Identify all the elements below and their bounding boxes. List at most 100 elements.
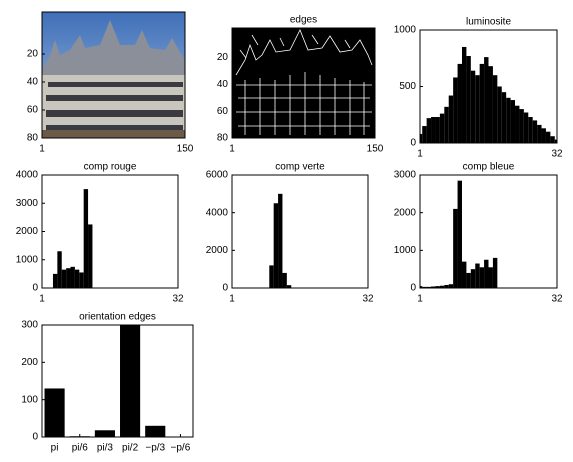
histogram-bar: [84, 189, 88, 288]
y-tick-label: 100: [21, 394, 38, 405]
histogram-bar: [79, 272, 83, 288]
y-tick-label: 20: [217, 52, 229, 63]
histogram-bar: [466, 56, 470, 143]
x-tick-label: 32: [551, 294, 563, 305]
axes-box: [232, 175, 368, 288]
y-tick-label: 1000: [16, 254, 39, 265]
y-tick-label: 500: [399, 81, 416, 92]
bar: [120, 325, 140, 437]
y-tick-label: 60: [217, 106, 229, 117]
y-tick-label: 0: [222, 283, 228, 294]
histogram-bar: [449, 96, 453, 143]
histogram-bar: [542, 128, 546, 143]
histogram-bar: [506, 98, 510, 143]
histogram-bar: [489, 66, 493, 143]
histogram-bar: [515, 106, 519, 143]
x-tick-label: pi: [51, 443, 59, 454]
y-tick-label: 0: [410, 138, 416, 149]
y-tick-label: 2000: [16, 226, 39, 237]
y-tick-label: 4000: [206, 207, 229, 218]
x-tick-label: 1: [39, 144, 45, 155]
histogram-bar: [427, 118, 431, 143]
x-tick-label: 32: [362, 294, 374, 305]
histogram-bar: [519, 109, 523, 143]
histogram-bar: [71, 267, 75, 288]
x-tick-label: −p/6: [171, 443, 191, 454]
histogram-bar: [88, 224, 92, 288]
histogram-bar: [269, 265, 273, 288]
subplot-title: luminosite: [466, 17, 511, 28]
histogram-bar: [533, 120, 537, 143]
histogram-bar: [484, 260, 488, 288]
histogram-bar: [511, 100, 515, 143]
y-tick-label: 4000: [16, 170, 39, 181]
x-tick-label: −p/3: [145, 443, 165, 454]
y-tick-label: 3000: [394, 170, 417, 181]
histogram-bar: [471, 71, 475, 143]
x-tick-label: 1: [417, 294, 423, 305]
histogram-bar: [435, 117, 439, 143]
y-tick-label: 300: [21, 320, 38, 331]
y-tick-label: 0: [32, 432, 38, 443]
x-tick-label: 1: [229, 294, 235, 305]
figure: 115020406080edges115020406080luminosite1…: [0, 0, 573, 462]
histogram-bar: [480, 267, 484, 288]
y-tick-label: 6000: [206, 170, 229, 181]
photo: [42, 12, 185, 138]
histogram-bar: [444, 107, 448, 143]
histogram-bar: [75, 270, 79, 288]
histogram-bar: [493, 75, 497, 143]
histogram-bar: [550, 136, 554, 143]
plot-area: [53, 189, 92, 288]
y-tick-label: 1000: [394, 245, 417, 256]
histogram-bar: [484, 57, 488, 143]
subplot-title: orientation edges: [79, 312, 156, 323]
y-tick-label: 40: [27, 77, 39, 88]
histogram-bar: [282, 273, 286, 288]
histogram-bar: [66, 268, 70, 288]
y-tick-label: 0: [410, 283, 416, 294]
histogram-bar: [458, 181, 462, 288]
histogram-bar: [278, 194, 282, 288]
subplot-title: comp rouge: [84, 162, 137, 173]
histogram-bar: [274, 203, 278, 288]
bar: [45, 388, 65, 437]
y-tick-label: 0: [32, 283, 38, 294]
histogram-bar: [462, 262, 466, 288]
histogram-bar: [546, 132, 550, 143]
histogram-bar: [475, 264, 479, 288]
subplot-title: comp bleue: [463, 162, 515, 173]
page: {"chart_data": [ {"type": "image", "xlim…: [0, 0, 573, 462]
x-tick-label: 1: [417, 149, 423, 160]
histogram-bar: [475, 75, 479, 143]
histogram-bar: [453, 209, 457, 288]
x-tick-label: 150: [177, 144, 194, 155]
subplot-title: comp verte: [275, 162, 325, 173]
x-tick-label: 150: [367, 144, 384, 155]
histogram-bar: [62, 270, 66, 288]
y-tick-label: 200: [21, 357, 38, 368]
x-tick-label: pi/6: [72, 443, 89, 454]
histogram-bar: [493, 258, 497, 288]
plot-area: [45, 325, 166, 437]
histogram-bar: [449, 284, 453, 288]
x-tick-label: pi/2: [122, 443, 139, 454]
histogram-bar: [502, 92, 506, 143]
histogram-bar: [537, 125, 541, 143]
histogram-bar: [440, 114, 444, 143]
x-tick-label: 32: [551, 149, 563, 160]
y-tick-label: 20: [27, 49, 39, 60]
plot-area: [418, 181, 498, 288]
histogram-bar: [528, 117, 532, 143]
y-tick-label: 80: [27, 133, 39, 144]
histogram-bar: [422, 126, 426, 143]
x-tick-label: pi/3: [97, 443, 114, 454]
histogram-bar: [524, 112, 528, 143]
histogram-bar: [466, 273, 470, 288]
y-tick-label: 3000: [16, 198, 39, 209]
x-tick-label: 1: [39, 294, 45, 305]
histogram-bar: [497, 87, 501, 144]
histogram-bar: [57, 251, 61, 288]
histogram-bar: [489, 267, 493, 288]
histogram-bar: [462, 47, 466, 143]
